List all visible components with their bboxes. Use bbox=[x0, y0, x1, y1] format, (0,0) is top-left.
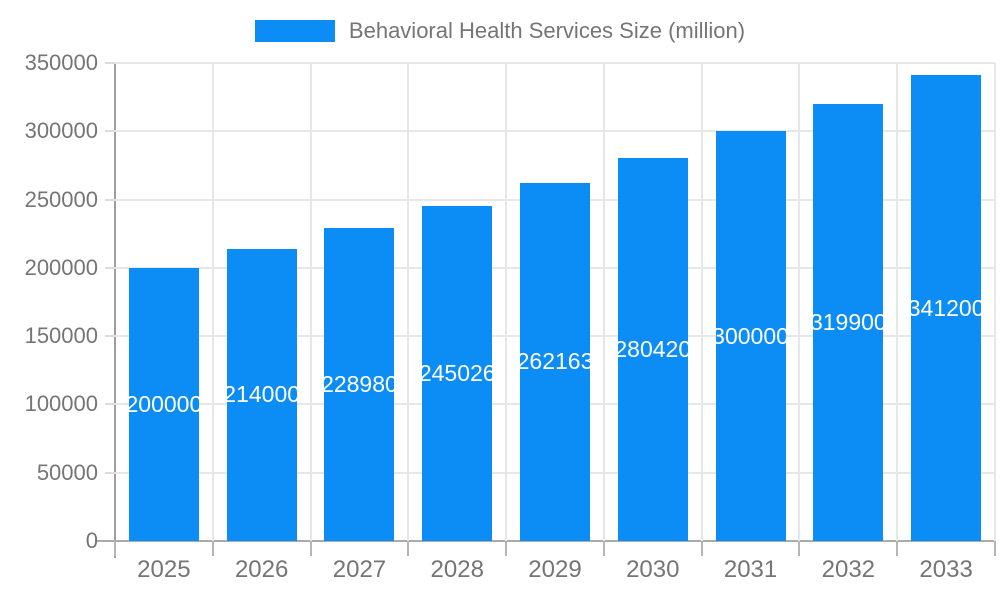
legend-swatch-icon bbox=[254, 20, 335, 42]
x-tick bbox=[309, 541, 312, 556]
x-tick-label: 2032 bbox=[821, 556, 876, 583]
y-tick bbox=[105, 335, 115, 338]
bar-2032[interactable]: 319900 bbox=[813, 104, 884, 541]
bar-2025[interactable]: 200000 bbox=[128, 267, 199, 541]
x-tick bbox=[798, 541, 801, 556]
bar-2027[interactable]: 228980 bbox=[324, 228, 395, 541]
x-tick bbox=[994, 541, 996, 556]
y-tick-label: 100000 bbox=[24, 391, 98, 417]
x-tick bbox=[700, 541, 703, 556]
bar-value-label: 214000 bbox=[226, 381, 297, 408]
x-gridline bbox=[505, 63, 508, 541]
plot-area: 0 50000 100000 150000 200000 250000 300000 3500… bbox=[25, 50, 996, 583]
y-tick-label: 350000 bbox=[24, 50, 98, 75]
x-tick bbox=[602, 541, 605, 556]
y-tick bbox=[105, 471, 115, 474]
x-tick bbox=[114, 541, 116, 556]
x-tick bbox=[211, 541, 214, 556]
x-tick bbox=[505, 541, 508, 556]
bar-value-label: 341200 bbox=[911, 294, 982, 321]
bar-2031[interactable]: 300000 bbox=[715, 131, 786, 541]
x-gridline bbox=[407, 63, 410, 541]
x-tick-label: 2031 bbox=[723, 556, 778, 583]
bar-2026[interactable]: 214000 bbox=[226, 248, 297, 541]
legend-label: Behavioral Health Services Size (million… bbox=[348, 18, 746, 43]
x-tick-label: 2029 bbox=[528, 556, 582, 583]
x-tick bbox=[407, 541, 410, 556]
bar-value-label: 262163 bbox=[520, 348, 590, 375]
y-tick-label: 50000 bbox=[36, 459, 98, 485]
y-tick bbox=[105, 198, 115, 201]
legend[interactable]: Behavioral Health Services Size (million… bbox=[0, 18, 1000, 44]
bar-value-label: 280420 bbox=[617, 336, 688, 363]
bar-value-label: 245026 bbox=[422, 360, 493, 387]
x-axis-line bbox=[95, 540, 995, 542]
x-tick-label: 2030 bbox=[626, 556, 680, 583]
bar-value-label: 300000 bbox=[715, 322, 786, 349]
x-gridline bbox=[309, 63, 312, 541]
x-tick-label: 2026 bbox=[234, 556, 289, 583]
x-gridline bbox=[896, 63, 899, 541]
y-tick bbox=[105, 403, 115, 406]
x-tick-label: 2025 bbox=[137, 556, 191, 583]
y-tick-label: 150000 bbox=[24, 323, 98, 349]
y-gridline bbox=[115, 130, 995, 133]
y-tick bbox=[105, 62, 115, 64]
y-tick bbox=[105, 266, 115, 269]
x-gridline bbox=[700, 63, 703, 541]
x-gridline bbox=[994, 63, 996, 541]
x-gridline bbox=[602, 63, 605, 541]
bar-value-label: 319900 bbox=[813, 309, 884, 336]
y-tick-label: 250000 bbox=[24, 186, 98, 212]
y-tick-label: 300000 bbox=[24, 118, 98, 144]
x-tick-label: 2027 bbox=[332, 556, 387, 583]
bar-value-label: 228980 bbox=[324, 371, 395, 398]
x-gridline bbox=[211, 63, 214, 541]
bar-2033[interactable]: 341200 bbox=[911, 75, 982, 541]
bar-2028[interactable]: 245026 bbox=[422, 206, 493, 541]
x-tick-label: 2033 bbox=[919, 556, 973, 583]
y-tick-label: 200000 bbox=[24, 254, 98, 280]
y-tick bbox=[105, 130, 115, 133]
y-tick-label: 0 bbox=[85, 528, 98, 553]
bar-value-label: 200000 bbox=[128, 390, 199, 417]
y-gridline bbox=[115, 62, 995, 64]
y-axis-line bbox=[114, 63, 116, 558]
bar-2030[interactable]: 280420 bbox=[617, 158, 688, 541]
x-tick-label: 2028 bbox=[430, 556, 484, 583]
x-gridline bbox=[798, 63, 801, 541]
bar-2029[interactable]: 262163 bbox=[520, 182, 590, 541]
x-tick bbox=[896, 541, 899, 556]
